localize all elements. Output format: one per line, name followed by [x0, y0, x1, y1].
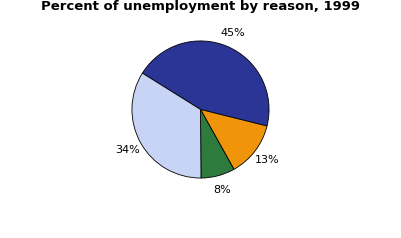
Wedge shape [200, 109, 234, 178]
Title: Percent of unemployment by reason, 1999: Percent of unemployment by reason, 1999 [41, 0, 360, 13]
Wedge shape [132, 73, 201, 178]
Text: 8%: 8% [213, 185, 231, 195]
Wedge shape [142, 41, 269, 126]
Text: 34%: 34% [115, 145, 140, 155]
Text: 45%: 45% [221, 28, 245, 38]
Wedge shape [200, 109, 267, 169]
Text: 13%: 13% [255, 155, 279, 165]
